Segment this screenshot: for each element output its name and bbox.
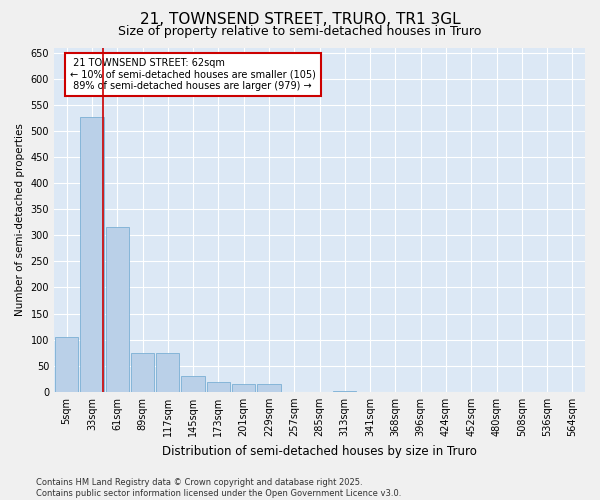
Bar <box>106 228 129 392</box>
Bar <box>55 337 79 392</box>
Text: Contains HM Land Registry data © Crown copyright and database right 2025.
Contai: Contains HM Land Registry data © Crown c… <box>36 478 401 498</box>
Y-axis label: Number of semi-detached properties: Number of semi-detached properties <box>15 123 25 316</box>
Bar <box>181 376 205 392</box>
Text: 21 TOWNSEND STREET: 62sqm
← 10% of semi-detached houses are smaller (105)
 89% o: 21 TOWNSEND STREET: 62sqm ← 10% of semi-… <box>70 58 316 91</box>
Text: 21, TOWNSEND STREET, TRURO, TR1 3GL: 21, TOWNSEND STREET, TRURO, TR1 3GL <box>140 12 460 28</box>
X-axis label: Distribution of semi-detached houses by size in Truro: Distribution of semi-detached houses by … <box>162 444 477 458</box>
Bar <box>80 117 104 392</box>
Bar <box>257 384 281 392</box>
Bar <box>207 382 230 392</box>
Bar <box>156 352 179 392</box>
Bar <box>232 384 256 392</box>
Bar <box>131 352 154 392</box>
Text: Size of property relative to semi-detached houses in Truro: Size of property relative to semi-detach… <box>118 25 482 38</box>
